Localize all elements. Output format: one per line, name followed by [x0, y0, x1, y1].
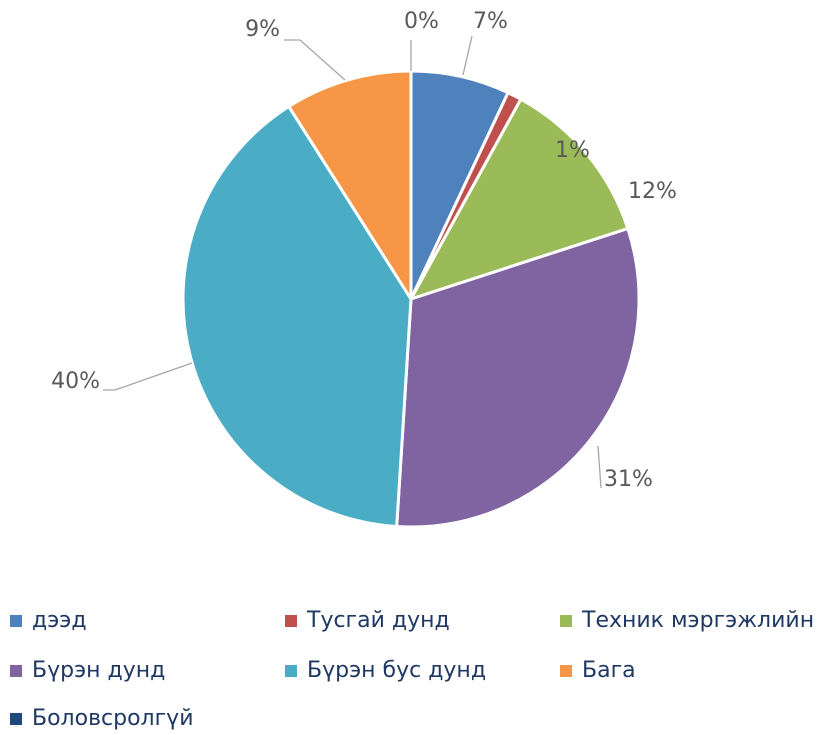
- legend-label: Боловсролгүй: [32, 706, 194, 731]
- legend-label: Тусгай дунд: [306, 608, 450, 633]
- legend-swatch: [285, 615, 297, 627]
- data-label: 0%: [404, 9, 439, 34]
- legend-swatch: [10, 615, 22, 627]
- legend-swatch: [10, 665, 22, 677]
- leader-line: [462, 35, 473, 76]
- legend-label: Бүрэн дунд: [32, 658, 165, 683]
- leader-line: [284, 39, 346, 81]
- legend-swatch: [560, 665, 572, 677]
- leader-line: [103, 362, 193, 391]
- legend-label: Техник мэргэжлийн: [581, 608, 814, 633]
- data-label: 40%: [51, 369, 100, 394]
- pie-slice: [409, 97, 630, 301]
- legend-label: дээд: [32, 608, 87, 633]
- pie-slice: [287, 69, 413, 301]
- legend-swatch: [285, 665, 297, 677]
- leader-line: [597, 445, 602, 489]
- legend-swatch: [560, 615, 572, 627]
- data-label: 12%: [628, 179, 677, 204]
- pie-slice: [395, 227, 641, 529]
- data-label: 9%: [245, 17, 280, 42]
- data-label: 7%: [473, 9, 508, 34]
- data-label: 1%: [555, 138, 590, 163]
- legend-label: Бүрэн бус дунд: [307, 658, 486, 683]
- data-label: 31%: [604, 467, 653, 492]
- legend-swatch: [10, 713, 22, 725]
- legend-label: Бага: [582, 658, 636, 683]
